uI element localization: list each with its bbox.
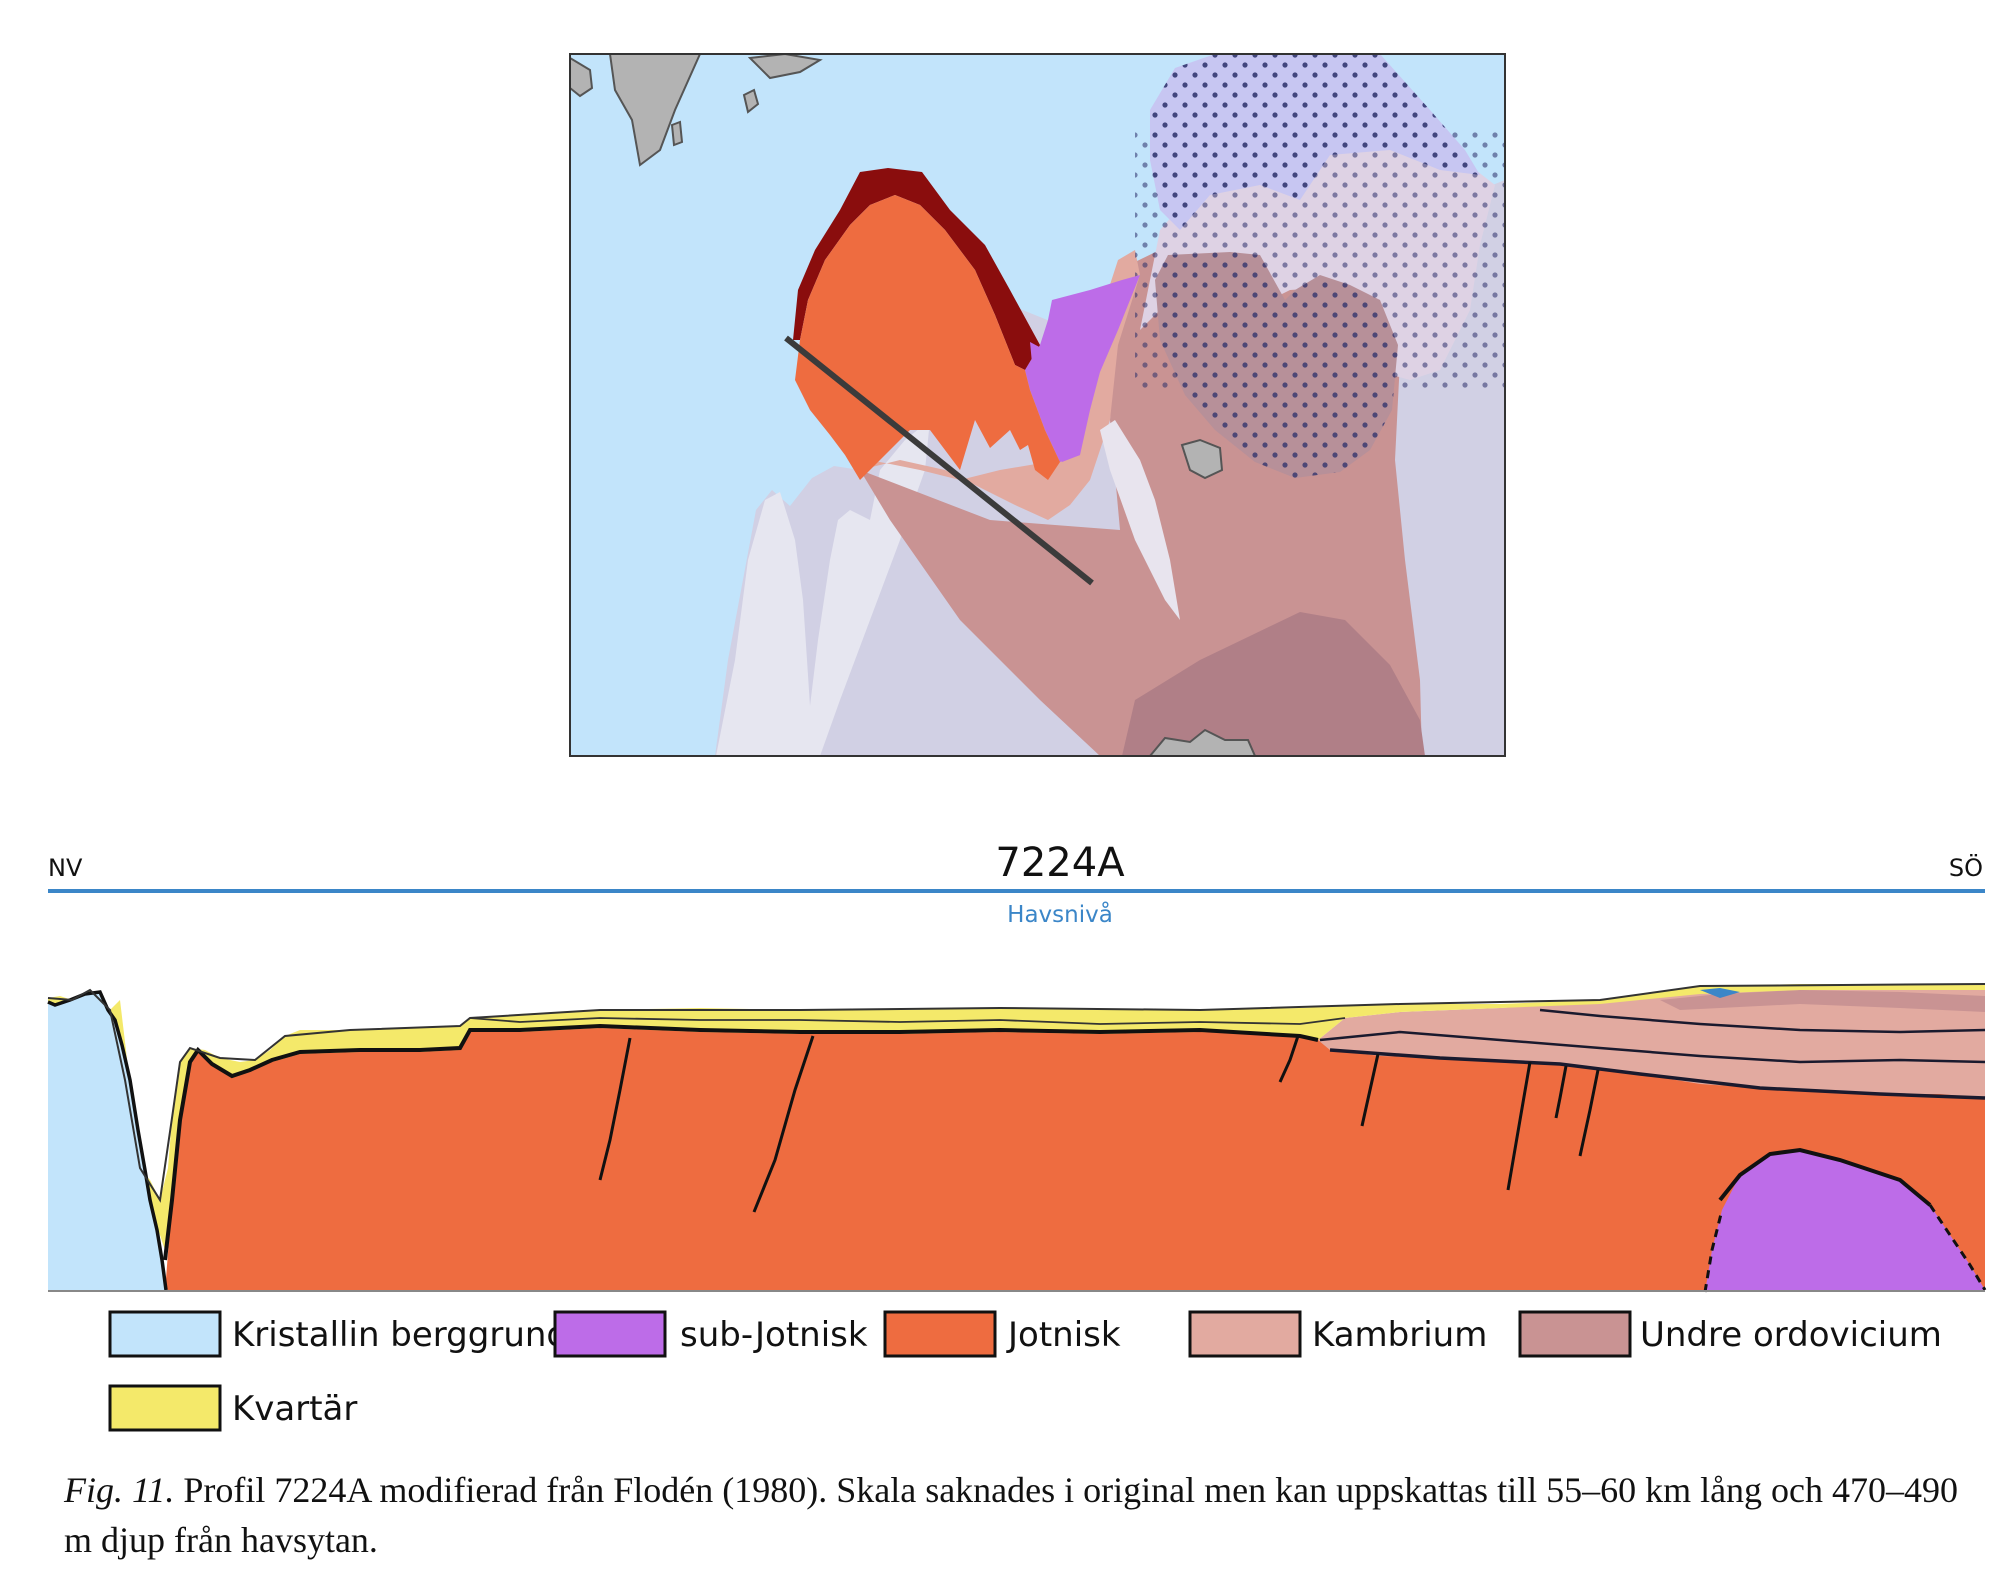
island	[1180, 438, 1224, 480]
map-pale-edge	[716, 420, 930, 756]
profile-cambrian	[1318, 986, 1985, 1098]
map-frame	[569, 53, 1506, 757]
profile-crystalline	[48, 992, 168, 1292]
profile-fault	[752, 1035, 815, 1213]
geologic-map	[569, 53, 1506, 757]
map-jotnian	[795, 195, 1060, 480]
legend-item-cambrian: Kambrium	[1188, 1310, 1487, 1358]
nw-label: NV	[48, 854, 83, 882]
legend-item-sub-jotnian: sub-Jotnisk	[553, 1310, 868, 1358]
legend-label: sub-Jotnisk	[680, 1315, 868, 1355]
legend-label: Kristallin berggrund	[232, 1315, 568, 1355]
map-dark-lobe	[1122, 612, 1425, 756]
profile-fault	[1360, 1053, 1380, 1127]
profile-fault	[1578, 1069, 1600, 1157]
island	[670, 120, 684, 147]
legend-swatch	[883, 1310, 997, 1358]
map-jotnian-rim	[793, 168, 1040, 370]
caption-label: Fig. 11.	[64, 1470, 175, 1510]
legend-item-jotnian: Jotnisk	[883, 1310, 1121, 1358]
profile-line	[784, 335, 1094, 586]
sea-level-label: Havsnivå	[1007, 900, 1113, 928]
island	[742, 88, 760, 114]
legend-label: Kvartär	[232, 1389, 357, 1429]
legend-swatch	[1518, 1310, 1632, 1358]
legend-swatch	[108, 1384, 222, 1432]
legend-item-lower-ordovician: Undre ordovicium	[1518, 1310, 1942, 1358]
island	[570, 56, 594, 98]
legend-label: Jotnisk	[1006, 1315, 1121, 1355]
caption-text: Profil 7224A modifierad från Flodén (198…	[64, 1470, 1959, 1560]
profile-frame-bottom	[48, 1290, 1985, 1292]
profile-fault	[1506, 1061, 1532, 1191]
legend-swatch	[108, 1310, 222, 1358]
legend-item-crystalline: Kristallin berggrund	[108, 1310, 568, 1358]
profile-fault	[1278, 1035, 1300, 1083]
legend-label: Kambrium	[1312, 1315, 1487, 1355]
profile-sub-jotnian	[1705, 1150, 1985, 1292]
profile-fault	[598, 1037, 632, 1181]
figure-caption: Fig. 11. Profil 7224A modifierad från Fl…	[64, 1465, 1964, 1565]
island	[1148, 728, 1257, 756]
legend-swatch	[1188, 1310, 1302, 1358]
cross-section-profile: 7224A NV SÖ Havsnivå	[47, 840, 1987, 1293]
legend-item-quaternary: Kvartär	[108, 1384, 357, 1432]
se-label: SÖ	[1949, 853, 1983, 882]
legend-swatch	[553, 1310, 667, 1358]
profile-fault	[1554, 1065, 1568, 1119]
island	[608, 54, 702, 167]
profile-title: 7224A	[995, 840, 1125, 886]
legend-label: Undre ordovicium	[1640, 1315, 1942, 1355]
legend: Kristallin berggrund sub-Jotnisk Jotnisk…	[108, 1310, 1942, 1432]
map-pale-wedge	[1100, 420, 1180, 620]
profile-lower-ordovician	[1660, 990, 1985, 1012]
